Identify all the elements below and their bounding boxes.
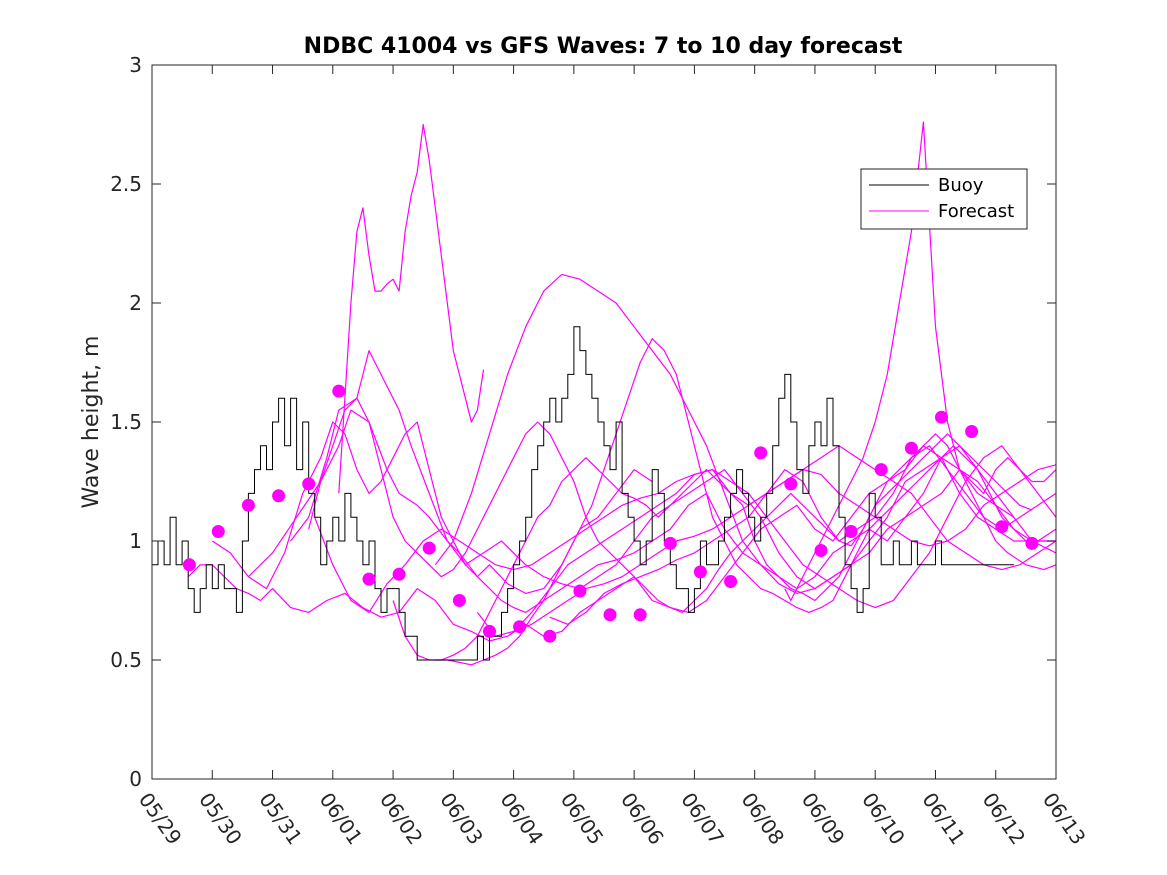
x-tick-label: 06/08	[737, 788, 790, 849]
forecast-point	[904, 441, 918, 455]
forecast-point	[302, 477, 316, 491]
x-tick-label: 05/29	[134, 788, 187, 849]
forecast-line	[434, 273, 1015, 595]
y-tick-label: 1	[129, 529, 142, 553]
y-axis-label: Wave height, m	[79, 336, 104, 509]
y-tick-label: 0	[129, 767, 142, 791]
x-tick-label: 06/10	[857, 788, 910, 849]
forecast-point	[422, 541, 436, 555]
forecast-point	[693, 565, 707, 579]
x-tick-label: 06/13	[1038, 788, 1091, 849]
series-layer	[152, 121, 1056, 666]
x-tick-label: 06/04	[496, 788, 549, 849]
forecast-point	[965, 425, 979, 438]
legend-label-buoy: Buoy	[938, 175, 984, 196]
forecast-point	[513, 620, 527, 634]
forecast-point	[332, 384, 346, 398]
forecast-line	[435, 338, 1056, 666]
legend-box	[860, 168, 1028, 230]
x-tick-label: 06/12	[978, 788, 1031, 849]
forecast-point	[272, 489, 286, 503]
forecast-point	[844, 525, 858, 538]
forecast-point	[1025, 536, 1039, 550]
forecast-point	[452, 594, 466, 607]
forecast-point	[874, 463, 888, 477]
x-tick-label: 05/30	[194, 788, 247, 849]
forecast-line	[248, 421, 1056, 614]
forecast-point	[182, 558, 196, 572]
forecast-line	[392, 433, 1033, 661]
x-tick-label: 06/09	[797, 788, 850, 849]
x-tick-label: 06/02	[375, 788, 428, 849]
y-tick-label: 0.5	[110, 648, 142, 672]
forecast-points-layer	[182, 384, 1039, 643]
forecast-point	[211, 525, 225, 538]
forecast-point	[241, 498, 255, 512]
forecast-point	[935, 410, 948, 424]
forecast-line	[308, 397, 1056, 614]
forecast-point	[603, 608, 617, 622]
forecast-point	[724, 575, 738, 588]
y-tick-label: 1.5	[110, 410, 142, 434]
forecast-line	[314, 445, 1056, 614]
x-tick-label: 06/03	[435, 788, 488, 849]
forecast-point	[784, 477, 798, 491]
forecast-point	[483, 624, 496, 638]
y-tick-label: 3	[129, 53, 142, 77]
forecast-point	[663, 536, 677, 550]
buoy-line	[152, 326, 1014, 661]
x-tick-label: 06/06	[616, 788, 669, 849]
forecast-point	[573, 584, 587, 598]
forecast-point	[362, 572, 376, 586]
y-tick-label: 2.5	[110, 172, 142, 196]
forecast-point	[814, 544, 828, 557]
legend: Buoy Forecast	[860, 168, 1028, 230]
forecast-line	[338, 123, 485, 494]
x-tick-label: 05/31	[254, 788, 307, 849]
y-tick-label: 2	[129, 291, 142, 315]
x-tick-label: 06/07	[676, 788, 729, 849]
forecast-point	[754, 446, 768, 460]
x-tick-label: 06/11	[917, 788, 970, 849]
legend-label-forecast: Forecast	[938, 201, 1014, 222]
forecast-point	[392, 567, 406, 581]
forecast-point	[995, 520, 1009, 534]
chart-title: NDBC 41004 vs GFS Waves: 7 to 10 day for…	[304, 34, 903, 59]
x-tick-label: 06/01	[315, 788, 368, 849]
forecast-point	[543, 629, 557, 643]
forecast-point	[633, 608, 647, 622]
x-tick-label: 06/05	[556, 788, 609, 849]
